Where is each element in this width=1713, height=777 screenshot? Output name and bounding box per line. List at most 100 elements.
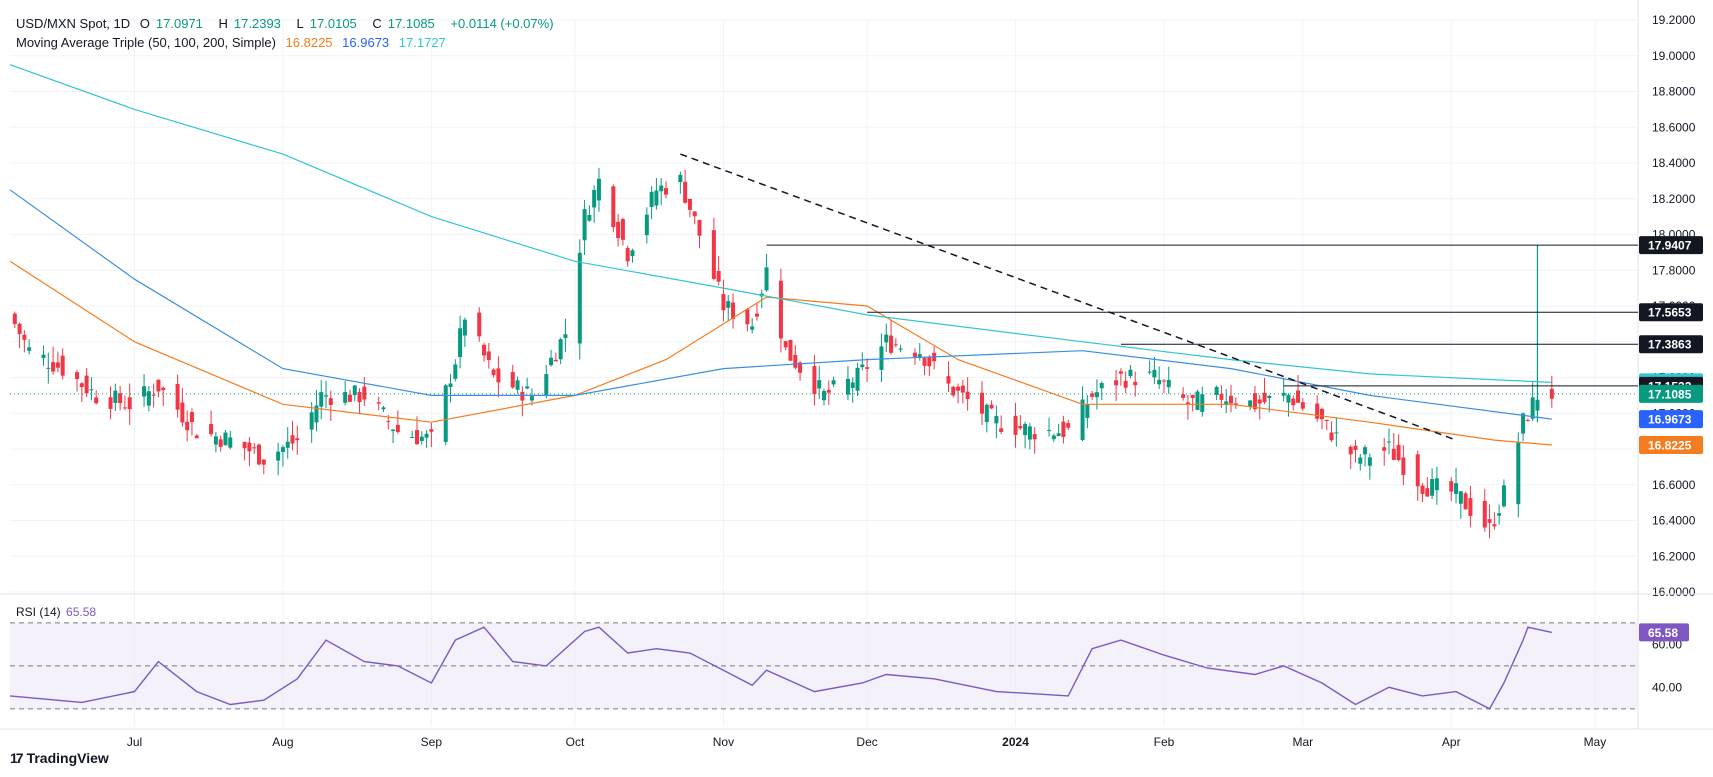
candle-body: [419, 436, 424, 441]
candle-body: [1190, 395, 1195, 399]
candle-body: [127, 397, 132, 410]
y-tick-label: 18.2000: [1652, 192, 1696, 206]
candle-body: [276, 451, 281, 461]
candle-body: [328, 398, 333, 405]
ma100-value: 16.9673: [342, 35, 390, 50]
y-tick-label: 16.4000: [1652, 514, 1696, 528]
ma-line-ma50: [9, 260, 1552, 446]
rsi-label[interactable]: RSI (14): [16, 605, 61, 619]
symbol-title[interactable]: USD/MXN Spot, 1D: [16, 16, 131, 31]
x-tick-label: Aug: [272, 735, 293, 749]
price-label-bg-level: [1639, 236, 1703, 255]
candle-body: [362, 386, 367, 400]
candle-body: [347, 394, 352, 402]
candle-body: [194, 435, 199, 439]
candle-body: [951, 386, 956, 396]
candle-body: [587, 215, 592, 221]
candle-body: [845, 378, 850, 395]
candle-body: [175, 384, 180, 410]
candle-body: [960, 385, 965, 393]
candle-body: [1123, 380, 1128, 388]
candle-body: [1319, 408, 1324, 420]
candle-body: [1056, 433, 1061, 437]
candle-body: [1133, 381, 1138, 386]
candle-body: [980, 392, 985, 414]
candle-body: [510, 371, 515, 388]
rsi-value-label: 65.58: [1648, 626, 1678, 640]
candle-body: [118, 393, 123, 404]
candle-body: [1257, 399, 1262, 404]
candle-body: [256, 444, 261, 465]
x-tick-label: Sep: [421, 735, 443, 749]
candle-body: [247, 442, 252, 452]
candle-body: [1300, 402, 1305, 409]
candle-body: [491, 369, 496, 376]
candle-body: [745, 309, 750, 325]
candle-body: [41, 354, 46, 359]
candle-body: [544, 374, 549, 395]
candle-body: [850, 382, 855, 388]
candle-body: [352, 385, 357, 396]
candle-body: [625, 248, 630, 262]
candle-body: [1094, 392, 1099, 398]
candle-body: [209, 424, 214, 435]
candle-body: [1200, 394, 1205, 412]
ma-label[interactable]: Moving Average Triple (50, 100, 200, Sim…: [16, 35, 276, 50]
candle-body: [520, 391, 525, 401]
candle-body: [1262, 392, 1267, 403]
candle-body: [697, 220, 702, 236]
candle-body: [410, 436, 415, 438]
candle-body: [984, 404, 989, 423]
candle-body: [482, 344, 487, 356]
candle-body: [1099, 383, 1104, 389]
candle-body: [1348, 446, 1353, 455]
candle-body: [429, 429, 434, 432]
candle-body: [55, 362, 60, 368]
candle-body: [529, 396, 534, 401]
candle-body: [1080, 399, 1085, 441]
candle-body: [750, 326, 755, 330]
candle-body: [142, 386, 147, 397]
ma50-value: 16.8225: [285, 35, 333, 50]
price-label-bg-ma50: [1639, 435, 1703, 454]
candle-body: [1023, 423, 1028, 436]
candle-body: [415, 430, 419, 445]
candle-body: [1468, 498, 1473, 517]
price-label-bg-ma100: [1639, 410, 1703, 429]
candle-body: [453, 364, 458, 379]
candle-body: [1047, 429, 1052, 431]
candle-body: [860, 364, 865, 368]
candle-body: [223, 432, 228, 446]
candle-body: [592, 189, 597, 208]
candle-body: [122, 407, 127, 409]
candle-body: [1166, 379, 1171, 388]
candle-body: [443, 385, 448, 442]
candle-body: [324, 395, 329, 397]
price-label-ma50: 16.8225: [1648, 438, 1692, 452]
candle-body: [79, 383, 84, 388]
candle-body: [1229, 395, 1233, 404]
candle-body: [189, 412, 194, 423]
candle-body: [386, 421, 391, 423]
candle-body: [1425, 488, 1430, 497]
x-tick-label: Oct: [566, 735, 585, 749]
candle-body: [1233, 403, 1238, 405]
candle-body: [1013, 415, 1018, 435]
y-tick-label: 19.0000: [1652, 49, 1696, 63]
candle-body: [1458, 491, 1463, 504]
candle-body: [1549, 388, 1554, 399]
candle-body: [462, 319, 467, 336]
price-label-level: 17.5653: [1648, 306, 1692, 320]
candle-body: [989, 404, 994, 409]
candle-body: [1061, 421, 1066, 437]
tradingview-logo[interactable]: 17 TradingView: [10, 750, 109, 766]
candle-body: [343, 391, 348, 403]
x-tick-label: Nov: [713, 735, 734, 749]
candle-body: [1018, 425, 1023, 429]
candle-body: [577, 252, 582, 344]
candle-body: [448, 383, 453, 387]
price-label-level: 17.9407: [1648, 239, 1692, 253]
candle-body: [458, 328, 463, 358]
candle-body: [22, 334, 27, 340]
